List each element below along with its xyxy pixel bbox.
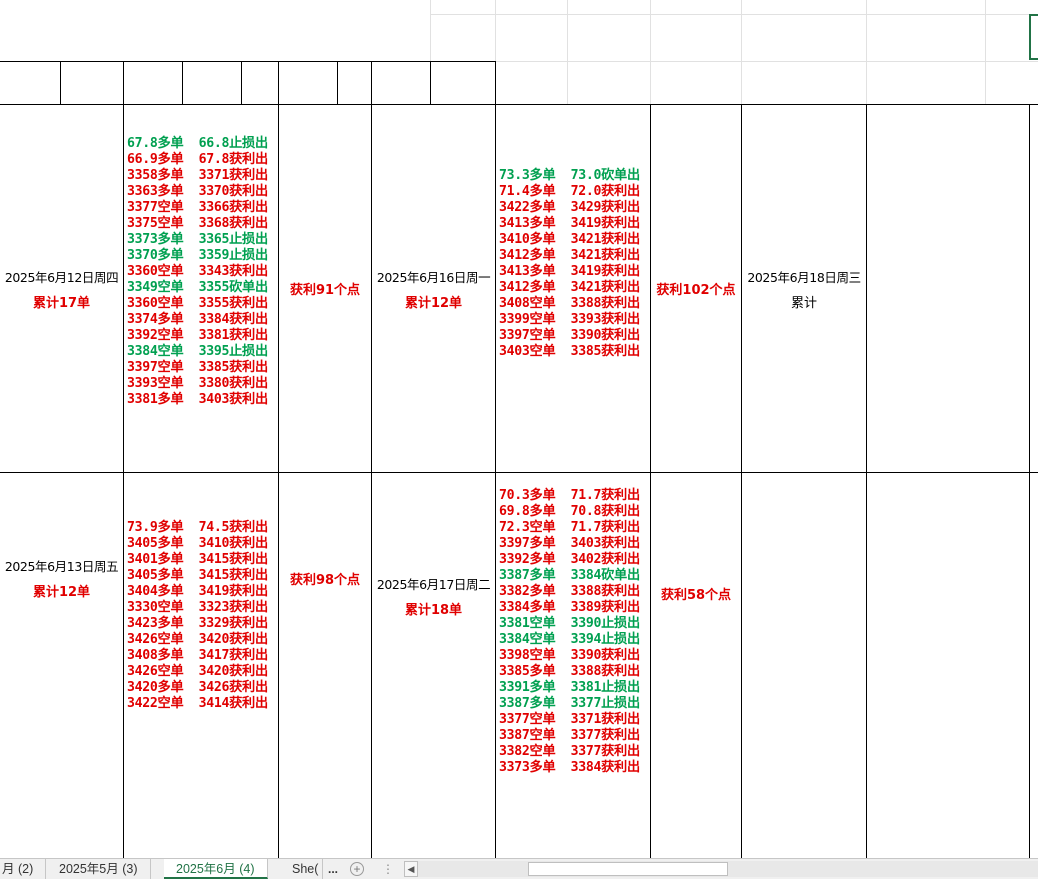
spreadsheet-grid[interactable]: 2025年6月12日周四 累计17单 67.8多单 66.8止损出 66.9多单 … [0,0,1038,858]
trade-line: 3373多单 3384获利出 [499,760,640,775]
trade-line: 3387多单 3384砍单出 [499,568,640,583]
trade-line: 3387多单 3377止损出 [499,696,640,711]
add-sheet-icon[interactable]: + [350,862,364,876]
trade-line: 3422空单 3414获利出 [127,696,268,711]
trade-line: 3382空单 3377获利出 [499,744,640,759]
trade-line: 3349空单 3355砍单出 [127,280,268,295]
trade-list[interactable]: 73.9多单 74.5获利出 3405多单 3410获利出 3401多单 3415获… [127,520,268,712]
date-cell[interactable]: 2025年6月17日周二 累计18单 [372,473,495,718]
trade-line: 3412多单 3421获利出 [499,280,640,295]
profit-cell[interactable]: 获利98个点 [279,473,371,683]
date-cell[interactable]: 2025年6月12日周四 累计17单 [0,105,123,472]
trade-line: 3412多单 3421获利出 [499,248,640,263]
trade-line: 3330空单 3323获利出 [127,600,268,615]
trade-line: 3360空单 3343获利出 [127,264,268,279]
date-label: 2025年6月13日周五 [4,559,119,574]
date-label: 2025年6月18日周三 [747,269,861,285]
trade-line: 3373多单 3365止损出 [127,232,268,247]
sheet-tab-bar: 月 (2) 2025年5月 (3) 2025年6月 (4) She( ... +… [0,858,1038,879]
trade-line: 3399空单 3393获利出 [499,312,640,327]
trade-line: 3401多单 3415获利出 [127,552,268,567]
date-label: 2025年6月12日周四 [4,269,119,285]
trade-line: 3392空单 3381获利出 [127,328,268,343]
trade-list[interactable]: 73.3多单 73.0砍单出 71.4多单 72.0获利出 3422多单 3429获… [499,168,640,360]
trade-line: 3384空单 3394止损出 [499,632,640,647]
options-icon[interactable]: ⋮ [382,862,394,876]
selected-cell-indicator [1029,14,1038,60]
trade-line: 71.4多单 72.0获利出 [499,184,640,199]
trade-line: 3363多单 3370获利出 [127,184,268,199]
profit-cell[interactable]: 获利91个点 [279,105,371,472]
trade-line: 72.3空单 71.7获利出 [499,520,640,535]
trade-line: 3391多单 3381止损出 [499,680,640,695]
sheet-tab[interactable]: 月 (2) [0,859,47,879]
order-count: 累计12单 [404,295,463,311]
trade-line: 73.3多单 73.0砍单出 [499,168,640,183]
trade-list[interactable]: 67.8多单 66.8止损出 66.9多单 67.8获利出 3358多单 3371获… [127,136,268,408]
trade-line: 3374多单 3384获利出 [127,312,268,327]
trade-line: 66.9多单 67.8获利出 [127,152,268,167]
trade-line: 3423多单 3329获利出 [127,616,268,631]
trade-line: 3410多单 3421获利出 [499,232,640,247]
trade-line: 3382多单 3388获利出 [499,584,640,599]
trade-line: 3375空单 3368获利出 [127,216,268,231]
profit-total: 获利102个点 [656,283,736,298]
date-label: 2025年6月17日周二 [376,576,491,592]
trade-line: 3370多单 3359止损出 [127,248,268,263]
trade-line: 3404多单 3419获利出 [127,584,268,599]
horizontal-scrollbar[interactable]: ◀ [404,861,1038,877]
profit-total: 获利98个点 [289,572,361,588]
date-cell[interactable]: 2025年6月18日周三 累计 [742,105,866,472]
profit-total: 获利91个点 [289,283,361,298]
trade-line: 3408空单 3388获利出 [499,296,640,311]
trade-line: 3413多单 3419获利出 [499,264,640,279]
order-count: 累计18单 [404,602,463,618]
trade-line: 3381空单 3390止损出 [499,616,640,631]
scroll-left-icon[interactable]: ◀ [404,861,418,877]
trade-line: 3397空单 3390获利出 [499,328,640,343]
trade-line: 3360空单 3355获利出 [127,296,268,311]
trade-line: 3422多单 3429获利出 [499,200,640,215]
sheet-tab[interactable]: 2025年5月 (3) [47,859,151,879]
profit-total: 获利58个点 [660,587,732,603]
date-cell[interactable]: 2025年6月16日周一 累计12单 [372,105,495,472]
trade-line: 70.3多单 71.7获利出 [499,488,640,503]
trade-line: 3426空单 3420获利出 [127,664,268,679]
scrollbar-thumb[interactable] [528,862,728,876]
sheet-tab[interactable]: She( [280,859,324,879]
trade-line: 3405多单 3415获利出 [127,568,268,583]
trade-line: 3377空单 3371获利出 [499,712,640,727]
trade-line: 3398空单 3390获利出 [499,648,640,663]
order-count: 累计17单 [32,295,91,311]
trade-line: 3408多单 3417获利出 [127,648,268,663]
trade-line: 3413多单 3419获利出 [499,216,640,231]
trade-line: 3358多单 3371获利出 [127,168,268,183]
sheet-tab-active[interactable]: 2025年6月 (4) [164,859,268,879]
trade-line: 73.9多单 74.5获利出 [127,520,268,535]
trade-line: 3377空单 3366获利出 [127,200,268,215]
more-tabs-button[interactable]: ... [327,862,338,876]
trade-line: 69.8多单 70.8获利出 [499,504,640,519]
trade-line: 3381多单 3403获利出 [127,392,268,407]
trade-list[interactable]: 70.3多单 71.7获利出 69.8多单 70.8获利出 72.3空单 71.7获… [499,488,640,776]
trade-line: 3385多单 3388获利出 [499,664,640,679]
trade-line: 3426空单 3420获利出 [127,632,268,647]
trade-line: 3403空单 3385获利出 [499,344,640,359]
date-label: 2025年6月16日周一 [376,269,491,285]
date-cell[interactable]: 2025年6月13日周五 累计12单 [0,473,123,683]
trade-line: 3384空单 3395止损出 [127,344,268,359]
order-count: 累计 [790,295,817,311]
trade-line: 3392多单 3402获利出 [499,552,640,567]
trade-line: 3387空单 3377获利出 [499,728,640,743]
profit-cell[interactable]: 获利58个点 [651,473,741,713]
trade-line: 3393空单 3380获利出 [127,376,268,391]
trade-line: 3397空单 3385获利出 [127,360,268,375]
trade-line: 3405多单 3410获利出 [127,536,268,551]
order-count: 累计12单 [32,585,91,600]
trade-line: 67.8多单 66.8止损出 [127,136,268,151]
profit-cell[interactable]: 获利102个点 [651,105,741,472]
trade-line: 3420多单 3426获利出 [127,680,268,695]
trade-line: 3384多单 3389获利出 [499,600,640,615]
trade-line: 3397多单 3403获利出 [499,536,640,551]
